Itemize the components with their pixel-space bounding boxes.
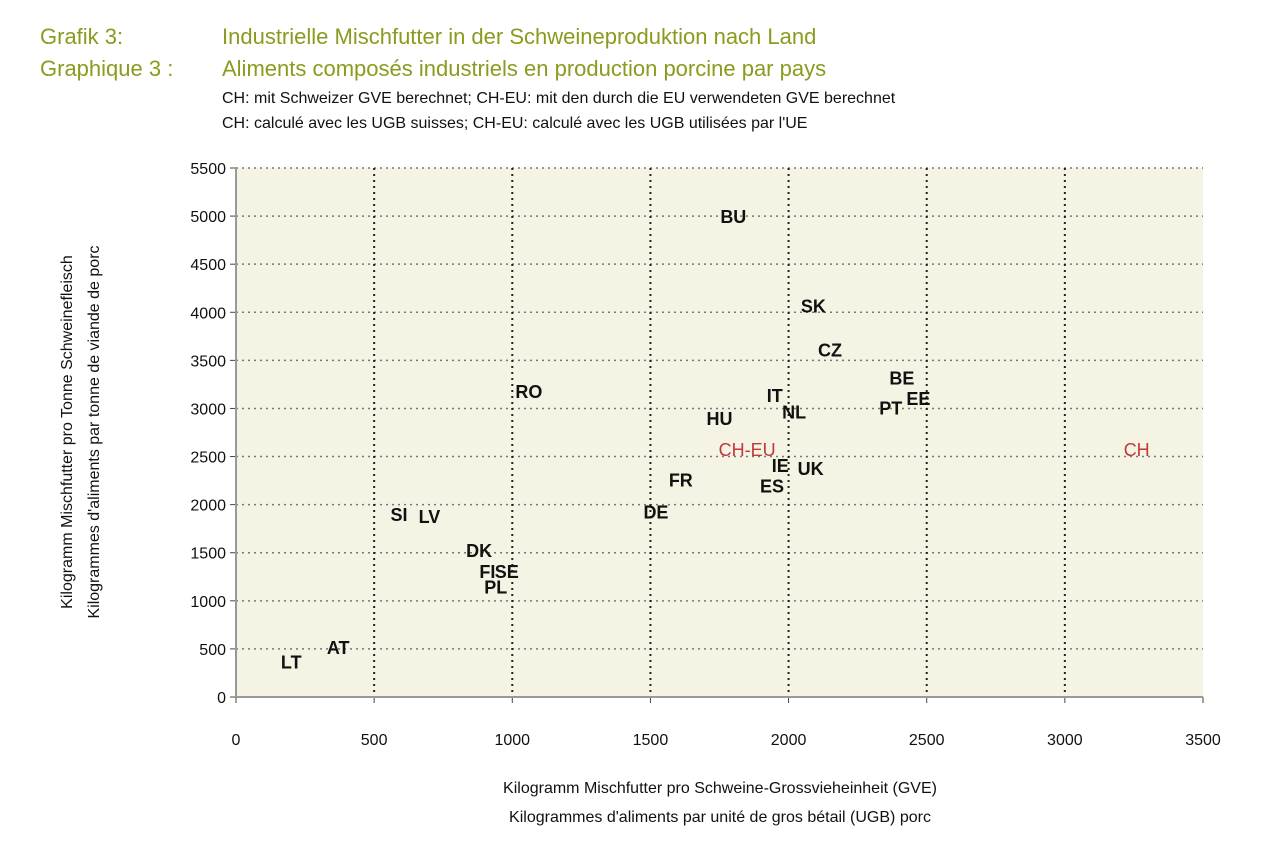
data-point-at: AT — [327, 638, 350, 658]
data-point-es: ES — [760, 476, 784, 496]
chart-title-fr: Aliments composés industriels en product… — [222, 56, 827, 81]
x-axis-label-de: Kilogramm Mischfutter pro Schweine-Gross… — [503, 780, 937, 797]
x-axis-label-fr: Kilogrammes d'aliments par unité de gros… — [509, 809, 931, 826]
figure-number-de: Grafik 3: — [40, 24, 124, 49]
data-point-lv: LV — [419, 507, 441, 527]
data-point-lt: LT — [281, 652, 302, 672]
y-tick-label: 2500 — [190, 450, 226, 467]
note-fr: CH: calculé avec les UGB suisses; CH-EU:… — [222, 115, 808, 132]
data-point-de: DE — [643, 502, 668, 522]
data-point-it: IT — [767, 386, 783, 406]
data-point-fi: FI — [479, 562, 495, 582]
x-tick-label: 2000 — [771, 732, 807, 749]
data-point-ee: EE — [906, 389, 930, 409]
data-point-sk: SK — [801, 297, 826, 317]
y-tick-label: 4500 — [190, 257, 226, 274]
x-tick-label: 1000 — [494, 732, 530, 749]
data-point-si: SI — [391, 505, 408, 525]
data-point-bu: BU — [720, 207, 746, 227]
data-point-cz: CZ — [818, 341, 842, 361]
chart-title-de: Industrielle Mischfutter in der Schweine… — [222, 24, 817, 49]
data-point-ie: IE — [772, 456, 789, 476]
x-tick-label: 1500 — [633, 732, 669, 749]
y-tick-label: 3000 — [190, 401, 226, 418]
data-point-nl: NL — [782, 402, 806, 422]
y-tick-label: 2000 — [190, 498, 226, 515]
data-point-pt: PT — [879, 398, 902, 418]
data-point-be: BE — [889, 369, 914, 389]
data-point-se: SE — [495, 562, 519, 582]
data-point-pl: PL — [484, 577, 507, 597]
note-de: CH: mit Schweizer GVE berechnet; CH-EU: … — [222, 90, 896, 107]
data-point-hu: HU — [707, 409, 733, 429]
y-tick-label: 5500 — [190, 161, 226, 178]
y-axis-label-de: Kilogramm Mischfutter pro Tonne Schweine… — [59, 255, 76, 609]
y-axis-label-fr: Kilogrammes d'aliments par tonne de vian… — [86, 245, 103, 618]
x-tick-label: 2500 — [909, 732, 945, 749]
y-tick-label: 1500 — [190, 546, 226, 563]
data-point-uk: UK — [798, 459, 824, 479]
y-tick-label: 0 — [217, 690, 226, 707]
data-point-ch: CH — [1124, 440, 1150, 460]
x-tick-label: 500 — [361, 732, 388, 749]
data-point-fr: FR — [669, 471, 693, 491]
x-tick-label: 0 — [232, 732, 241, 749]
y-tick-label: 500 — [199, 642, 226, 659]
y-tick-label: 5000 — [190, 209, 226, 226]
data-point-dk: DK — [466, 541, 492, 561]
figure-number-fr: Graphique 3 : — [40, 56, 174, 81]
x-tick-label: 3000 — [1047, 732, 1083, 749]
y-tick-label: 1000 — [190, 594, 226, 611]
y-tick-label: 3500 — [190, 353, 226, 370]
data-point-ch-eu: CH-EU — [719, 440, 776, 460]
y-tick-label: 4000 — [190, 305, 226, 322]
data-point-ro: RO — [515, 382, 542, 402]
plot-area — [236, 168, 1203, 697]
x-tick-label: 3500 — [1185, 732, 1221, 749]
